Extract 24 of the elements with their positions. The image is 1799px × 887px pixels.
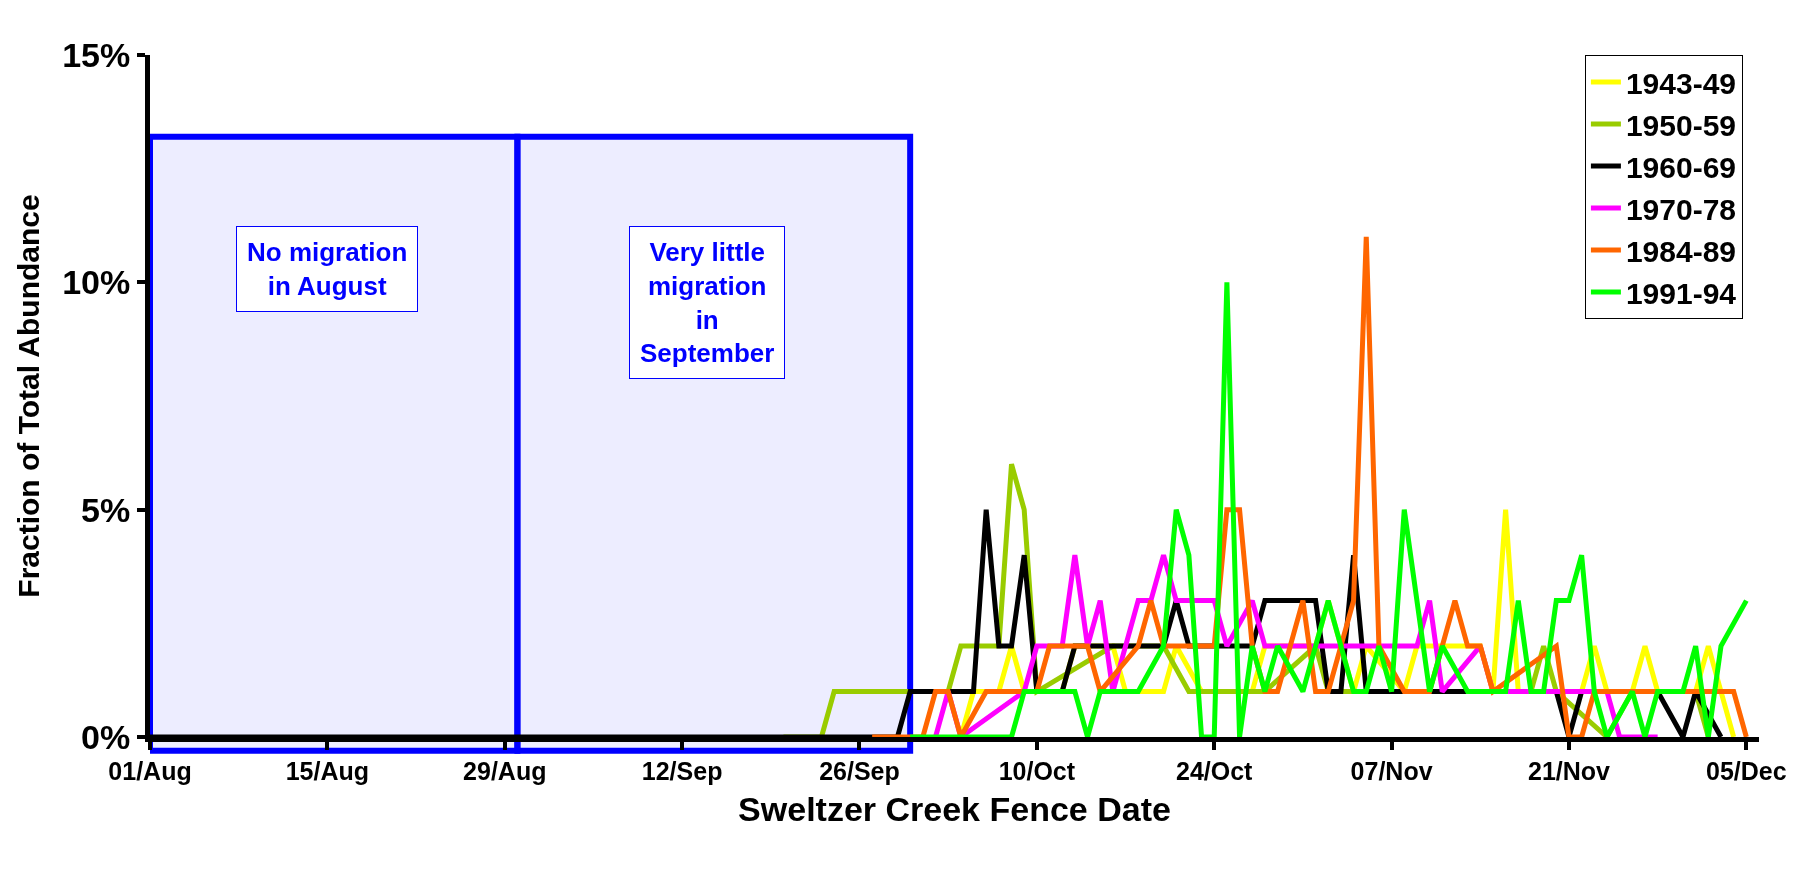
y-axis-title: Fraction of Total Abundance — [12, 194, 46, 598]
band-label: No migration in August — [247, 237, 408, 301]
band-label: Very little migration in September — [640, 237, 775, 369]
x-tick-label: 26/Sep — [819, 757, 900, 785]
y-tick-label: 15% — [62, 35, 131, 74]
legend-label: 1991-94 — [1625, 276, 1737, 310]
x-tick-label: 29/Aug — [463, 757, 547, 785]
x-axis-title: Sweltzer Creek Fence Date — [738, 790, 1171, 829]
x-tick-label: 05/Dec — [1706, 757, 1787, 785]
x-tick-label: 21/Nov — [1527, 757, 1611, 785]
x-tick-label: 01/Aug — [108, 757, 192, 785]
y-tick-label: 5% — [81, 490, 131, 529]
x-tick-label: 10/Oct — [998, 757, 1076, 785]
x-tick-label: 24/Oct — [1176, 757, 1254, 785]
x-tick-label: 15/Aug — [285, 757, 370, 785]
x-tick-label: 07/Nov — [1350, 757, 1433, 785]
y-tick-label: 0% — [81, 717, 131, 756]
legend-label: 1984-89 — [1625, 234, 1737, 268]
legend-label: 1943-49 — [1625, 66, 1737, 100]
legend-label: 1960-69 — [1625, 150, 1737, 184]
legend-label: 1950-59 — [1625, 108, 1737, 142]
x-tick-label: 12/Sep — [641, 757, 723, 785]
legend-label: 1970-78 — [1625, 192, 1737, 226]
y-tick-label: 10% — [62, 263, 131, 302]
